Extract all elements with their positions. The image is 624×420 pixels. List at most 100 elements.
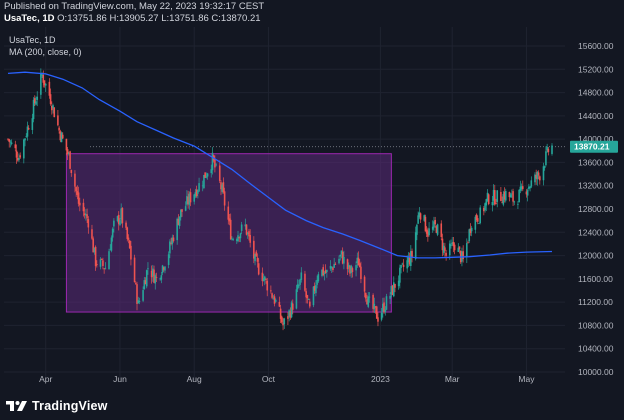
candle-body (496, 190, 499, 202)
candle-body (266, 280, 269, 291)
candle-body (188, 193, 191, 205)
candle-body (372, 294, 374, 309)
candle-body (227, 206, 230, 220)
open-label: O: (57, 13, 68, 24)
candle-body (551, 145, 553, 154)
candle-body (450, 244, 452, 247)
candle-body (272, 298, 275, 300)
candle-body (125, 222, 127, 228)
candle-body (42, 74, 45, 83)
candle-body (44, 83, 47, 86)
candle-body (137, 300, 140, 304)
candle-body (500, 191, 502, 201)
candle-body (300, 272, 303, 280)
candle-body (299, 279, 301, 285)
candle-body (218, 165, 221, 181)
candle-body (312, 286, 315, 306)
candle-body (113, 220, 115, 227)
candle-body (167, 254, 170, 265)
candle-body (313, 285, 316, 291)
candle-body (23, 139, 25, 159)
candle-body (539, 176, 541, 181)
candle-body (295, 289, 298, 309)
candle-body (194, 192, 197, 197)
candle-body (309, 301, 311, 307)
candle-body (408, 257, 411, 265)
candle-body (204, 172, 206, 178)
candle-body (355, 265, 357, 271)
candle-body (136, 284, 138, 304)
candle-body (525, 191, 528, 195)
candle-body (74, 173, 76, 187)
candle-body (402, 264, 405, 268)
candle-body (66, 149, 69, 155)
candle-body (513, 201, 516, 203)
candle-body (36, 96, 39, 100)
candle-body (380, 312, 383, 320)
candle-body (391, 285, 394, 295)
candle-body (364, 293, 367, 299)
candle-body (512, 191, 514, 202)
candle-body (223, 191, 226, 206)
candle-body (283, 318, 286, 325)
candle-body (374, 306, 377, 308)
candle-body (176, 218, 178, 241)
candle-body (468, 229, 471, 242)
candle-body (322, 267, 325, 276)
x-axis-tick-label: May (518, 374, 535, 384)
candle-body (261, 272, 264, 282)
candle-body (329, 265, 332, 269)
candle-body (518, 189, 520, 203)
candle-body (143, 280, 146, 290)
candle-body (434, 219, 436, 225)
price-chart[interactable]: 15600.00 15200.00 14800.00 14400.00 14000.00… (0, 27, 624, 392)
candle-body (338, 258, 340, 264)
candle-body (298, 285, 300, 287)
high-label: H: (109, 13, 119, 24)
candle-body (184, 206, 187, 211)
tradingview-logo-icon (6, 401, 27, 411)
legend-series: UsaTec, 1D (9, 35, 56, 45)
candle-body (324, 270, 327, 273)
candle-body (543, 166, 546, 169)
candle-body (358, 263, 361, 268)
y-axis-tick-label: 11600.00 (578, 274, 613, 284)
candle-body (193, 194, 196, 202)
candle-body (545, 151, 547, 166)
candle-body (392, 282, 395, 297)
candle-body (159, 278, 161, 280)
candle-body (68, 153, 70, 155)
candle-body (58, 127, 60, 131)
candle-body (86, 214, 88, 219)
candle-body (133, 257, 136, 283)
candle-body (436, 224, 439, 235)
candle-body (120, 208, 122, 220)
legend-indicator[interactable]: MA (200, close, 0) (9, 47, 82, 57)
candle-body (401, 263, 404, 265)
candle-body (484, 203, 486, 211)
candle-body (351, 268, 354, 273)
candle-body (160, 275, 163, 280)
candle-body (462, 251, 464, 260)
candle-body (416, 224, 418, 235)
candle-body (414, 232, 417, 259)
candle-body (427, 231, 429, 237)
candle-body (425, 229, 428, 234)
candle-body (249, 235, 251, 243)
candle-body (274, 299, 277, 302)
candle-body (161, 265, 164, 273)
candle-body (407, 257, 410, 263)
candle-body (424, 216, 427, 232)
candle-body (479, 207, 481, 224)
candle-body (290, 302, 293, 318)
candle-body (417, 215, 419, 224)
candle-body (25, 136, 28, 137)
candle-body (246, 233, 249, 234)
candle-body (442, 245, 445, 253)
candle-body (103, 268, 105, 270)
candle-body (40, 73, 42, 95)
candle-body (8, 139, 11, 142)
open-value: 13751.86 (67, 13, 107, 24)
candle-body (87, 219, 90, 228)
y-axis-tick-label: 10000.00 (578, 367, 614, 377)
